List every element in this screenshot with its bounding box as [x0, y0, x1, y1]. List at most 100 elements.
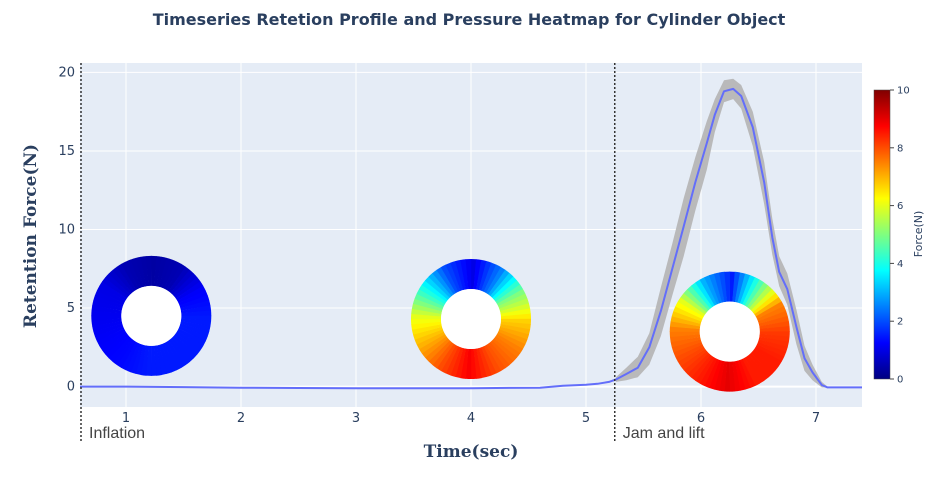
ring-segment: [421, 280, 449, 302]
ring-segment: [495, 333, 524, 354]
ring-segment: [172, 335, 198, 359]
ring-segment: [116, 340, 137, 368]
ring-segment: [163, 261, 182, 290]
ring-segment: [178, 290, 208, 306]
ring-segment: [91, 305, 122, 314]
colorbar-ticks: 0 2 4 6 8 10: [890, 86, 910, 386]
ring-segment: [739, 358, 756, 389]
ring-segment: [172, 273, 198, 297]
x-tick-label: 2: [237, 411, 245, 426]
ring-segment: [748, 285, 773, 311]
ring-segment: [669, 326, 700, 332]
ring-segment: [734, 360, 746, 391]
ring-segment: [493, 336, 521, 358]
ring-segment: [424, 276, 450, 300]
ring-segment: [490, 340, 514, 366]
ring-segment: [178, 326, 208, 342]
x-tick-label: 4: [467, 411, 475, 426]
colorbar-tick-label: 2: [897, 317, 903, 328]
ring-segment: [412, 298, 443, 312]
ring-segment: [414, 293, 444, 309]
ring-segment: [161, 343, 177, 373]
ring-segment: [673, 306, 703, 322]
ring-segment: [145, 255, 152, 287]
ring-segment: [677, 296, 706, 317]
ring-segment: [181, 315, 212, 322]
ring-segment: [675, 301, 704, 320]
ring-segment: [737, 359, 751, 390]
ring-segment: [695, 356, 715, 384]
ring-segment: [754, 296, 782, 317]
ring-segment: [108, 337, 133, 363]
ring-segment: [754, 346, 782, 367]
ring-segment: [759, 334, 790, 343]
colorbar-tick-label: 6: [897, 201, 903, 212]
pressure-ring-t3: [669, 271, 790, 392]
ring-segment: [94, 326, 125, 342]
ring-segment: [135, 344, 147, 376]
ring-hole: [699, 301, 760, 362]
ring-segment: [750, 289, 776, 313]
ring-segment: [481, 262, 497, 292]
y-tick-label: 0: [67, 380, 75, 395]
ring-segment: [416, 288, 446, 307]
ring-segment: [174, 333, 201, 355]
ring-segment: [416, 331, 446, 350]
ring-segment: [175, 330, 204, 351]
ring-segment: [428, 272, 452, 298]
ring-segment: [93, 323, 124, 337]
ring-segment: [158, 344, 173, 374]
ring-segment: [460, 348, 469, 379]
ring-segment: [483, 264, 502, 294]
ring-segment: [732, 271, 741, 303]
ring-segment: [105, 335, 131, 359]
ring-segment: [677, 346, 706, 367]
ring-segment: [713, 272, 725, 303]
ring-segment: [752, 348, 780, 371]
ring-segment: [163, 341, 182, 371]
ring-segment: [450, 347, 464, 378]
ring-segment: [496, 288, 526, 307]
ring-segment: [670, 336, 701, 348]
ring-segment: [179, 295, 210, 309]
ring-segment: [96, 328, 126, 347]
ring-segment: [410, 313, 442, 320]
ring-segment: [746, 354, 769, 381]
ring-segment: [411, 308, 442, 317]
y-tick-label: 5: [67, 301, 75, 316]
ring-segment: [750, 350, 776, 375]
ring-segment: [744, 356, 765, 384]
ring-segment: [177, 285, 206, 304]
ring-segment: [166, 340, 186, 368]
ring-segment: [412, 326, 443, 340]
ring-segment: [156, 256, 168, 287]
ring-segment: [170, 269, 194, 295]
colorbar-tick-label: 10: [897, 86, 910, 97]
ring-segment: [675, 344, 704, 362]
ring-segment: [496, 331, 526, 350]
ring-segment: [140, 345, 149, 376]
ring-segment: [709, 359, 723, 390]
ring-segment: [500, 318, 532, 325]
ring-segment: [499, 303, 531, 314]
ring-segment: [121, 261, 139, 290]
ring-segment: [102, 277, 129, 299]
ring-segment: [724, 361, 730, 392]
ring-segment: [683, 350, 709, 375]
ring-segment: [125, 259, 142, 289]
ring-segment: [455, 259, 466, 291]
ring-segment: [121, 341, 139, 371]
ring-segment: [91, 310, 122, 317]
ring-hole: [121, 285, 182, 346]
ring-segment: [709, 273, 723, 304]
ring-segment: [180, 318, 212, 327]
ring-segment: [112, 266, 135, 293]
series-line: [80, 87, 862, 390]
ring-segment: [436, 266, 457, 295]
heatmap-layer: [91, 255, 790, 392]
ring-segment: [168, 266, 191, 293]
chart-title: Timeseries Retetion Profile and Pressure…: [153, 10, 786, 29]
ring-segment: [450, 261, 464, 291]
ring-segment: [470, 348, 477, 380]
ring-segment: [153, 256, 162, 287]
